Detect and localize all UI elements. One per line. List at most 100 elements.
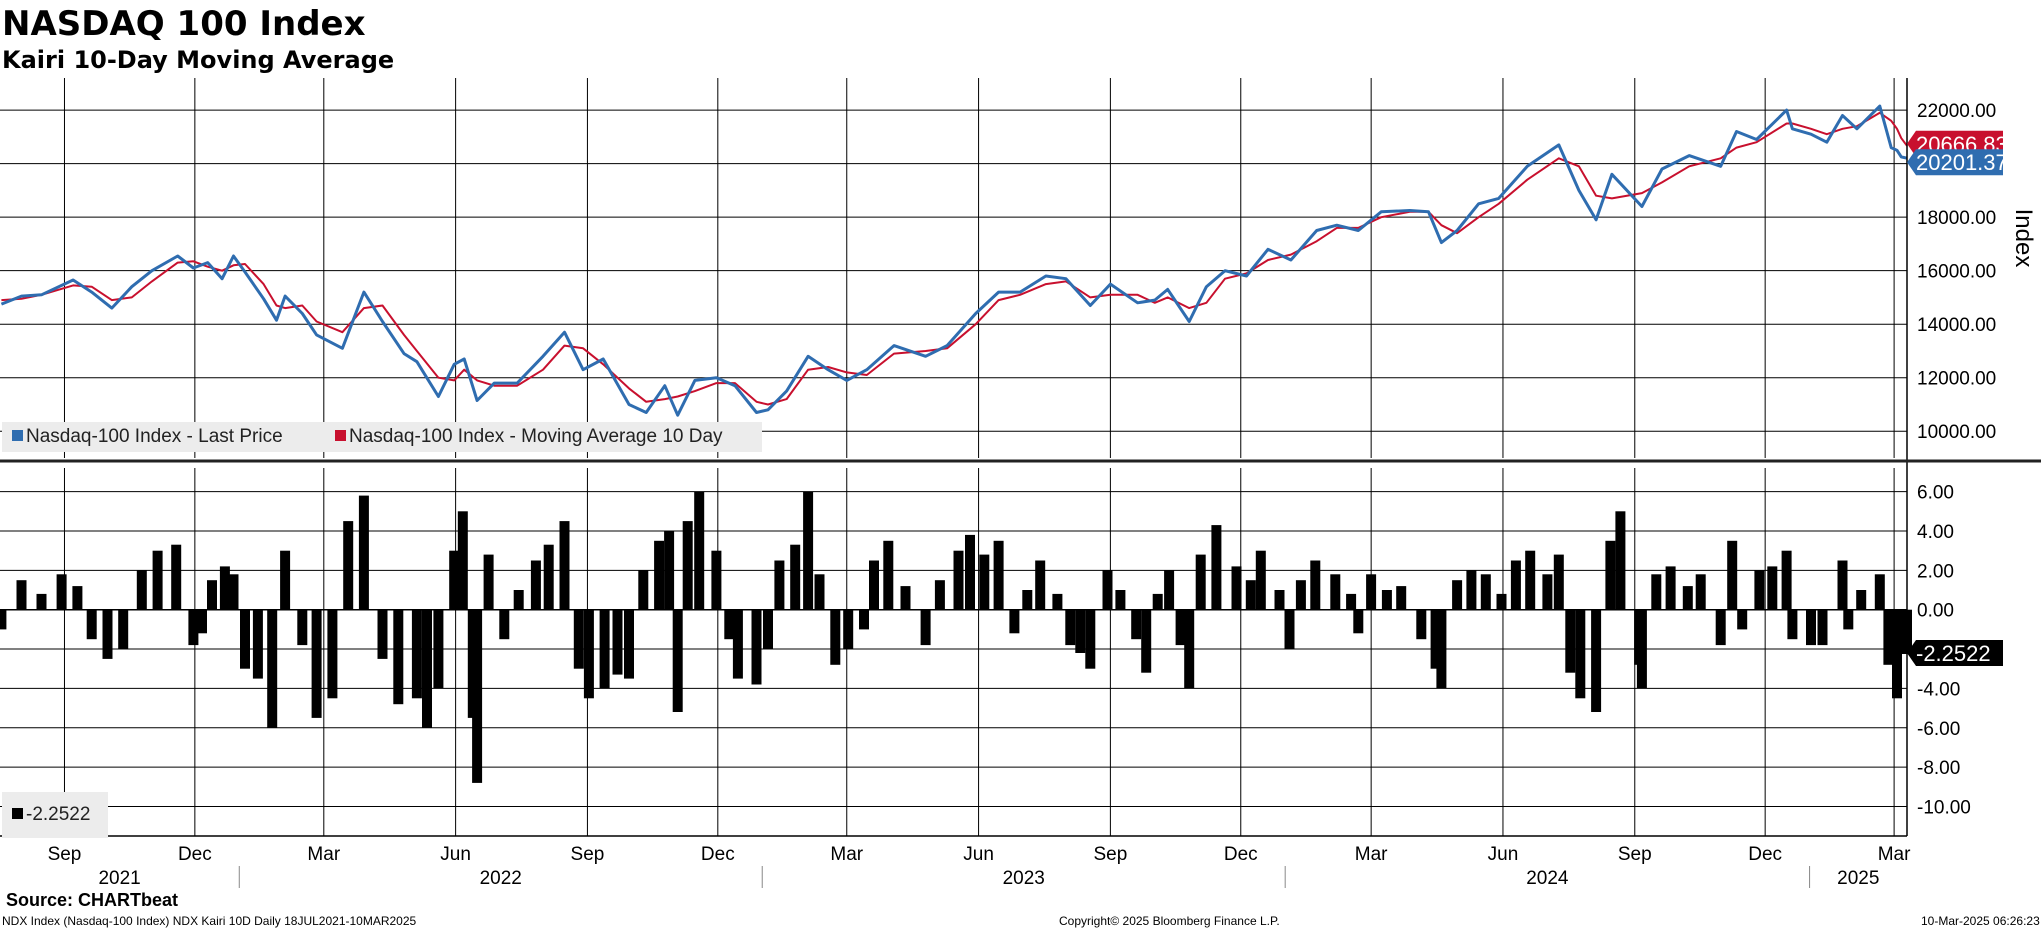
kairi-bar <box>197 609 207 634</box>
kairi-bar <box>1480 574 1491 610</box>
kairi-bar <box>1075 609 1086 653</box>
kairi-bar <box>219 566 230 610</box>
kairi-bar <box>1737 609 1748 630</box>
x-tick-label: Mar <box>1878 844 1911 865</box>
kairi-bar <box>36 593 47 610</box>
chart-canvas: Sep Dec Mar Jun Sep Dec Mar Jun Sep Dec Mar Jun Sep D… <box>0 78 2041 889</box>
x-tick-label: Jun <box>1488 844 1519 865</box>
kairi-bar <box>1695 574 1706 610</box>
x-tick-label: Sep <box>1093 844 1127 865</box>
kairi-bar <box>393 609 404 705</box>
x-tick-label: Sep <box>48 844 82 865</box>
last-price-tag: 20201.37 <box>1907 149 2008 176</box>
kairi-bar <box>1284 609 1295 650</box>
kairi-bar <box>483 554 494 610</box>
grid-lines <box>0 78 1907 836</box>
price-y-tick: 14000.00 <box>1917 315 1996 336</box>
kairi-bar <box>732 609 743 679</box>
kairi-bar <box>1366 574 1377 610</box>
kairi-bar <box>1102 570 1113 610</box>
footer-copyright: Copyright© 2025 Bloomberg Finance L.P. <box>1059 914 1280 928</box>
kairi-bars <box>0 491 1912 783</box>
kairi-bar <box>1009 609 1020 634</box>
kairi-value-tag: -2.2522 <box>1907 640 2003 667</box>
kairi-bar <box>136 570 147 610</box>
x-year-label: 2023 <box>1003 868 1045 889</box>
kairi-bar <box>1806 609 1816 646</box>
kairi-bar <box>16 580 27 610</box>
kairi-bar <box>979 554 990 610</box>
legend-swatch-kairi <box>12 808 23 819</box>
kairi-bar <box>1330 574 1341 610</box>
kairi-bar <box>102 609 113 659</box>
kairi-bar <box>1353 609 1364 634</box>
kairi-bar <box>1565 609 1576 673</box>
kairi-y-tick: 2.00 <box>1917 561 1954 582</box>
kairi-bar <box>1781 550 1792 610</box>
kairi-bar <box>358 495 369 610</box>
x-tick-label: Jun <box>440 844 471 865</box>
kairi-bar <box>694 491 705 610</box>
legend-swatch-last-price <box>12 430 23 441</box>
kairi-legend: -2.2522 <box>2 792 108 838</box>
kairi-bar <box>900 586 911 610</box>
kairi-bar <box>1591 609 1602 712</box>
kairi-bar <box>965 534 975 610</box>
kairi-bar <box>1065 609 1076 646</box>
kairi-bar <box>1466 570 1477 610</box>
kairi-bar <box>763 609 773 650</box>
kairi-bar <box>1754 570 1765 610</box>
kairi-bar <box>343 521 354 610</box>
kairi-bar <box>1837 560 1848 610</box>
kairi-bar <box>267 609 278 728</box>
kairi-bar <box>1553 554 1564 610</box>
kairi-bar <box>252 609 263 679</box>
tick-labels: Sep Dec Mar Jun Sep Dec Mar Jun Sep Dec Mar Jun Sep D… <box>48 101 2037 889</box>
x-tick-label: Mar <box>1355 844 1388 865</box>
kairi-bar <box>559 521 570 610</box>
kairi-bar <box>72 586 83 610</box>
kairi-bar <box>672 609 683 712</box>
kairi-bar <box>1231 566 1242 610</box>
x-tick-label: Sep <box>1618 844 1652 865</box>
kairi-bar <box>513 590 524 610</box>
x-tick-label: Dec <box>1224 844 1258 865</box>
kairi-bar <box>472 609 483 783</box>
kairi-bar <box>654 540 665 610</box>
kairi-bar <box>1022 590 1033 610</box>
kairi-bar <box>422 609 432 728</box>
kairi-bar <box>530 560 541 610</box>
source-note: Source: CHARTbeat <box>6 890 179 910</box>
kairi-bar <box>751 609 762 685</box>
kairi-bar <box>1615 511 1626 610</box>
kairi-bar <box>1211 525 1222 610</box>
x-tick-label: Dec <box>178 844 212 865</box>
kairi-bar <box>1164 570 1175 610</box>
kairi-bar <box>1131 609 1142 640</box>
kairi-bar <box>790 544 801 610</box>
kairi-y-tick: -10.00 <box>1917 797 1971 818</box>
kairi-bar <box>433 609 444 689</box>
x-tick-label: Sep <box>571 844 605 865</box>
kairi-bar <box>803 491 814 610</box>
kairi-bar <box>1245 580 1256 610</box>
kairi-bar <box>188 609 199 646</box>
kairi-bar <box>152 550 163 610</box>
kairi-bar <box>457 511 468 610</box>
kairi-bar <box>624 609 634 679</box>
legend-swatch-moving-average <box>335 430 346 441</box>
legend-label-moving-average: Nasdaq-100 Index - Moving Average 10 Day <box>349 426 723 447</box>
kairi-bar <box>1295 580 1306 610</box>
kairi-bar <box>993 540 1004 610</box>
kairi-bar <box>1452 580 1463 610</box>
kairi-bar <box>869 560 879 610</box>
kairi-bar <box>228 574 239 610</box>
price-legend: Nasdaq-100 Index - Last Price Nasdaq-100… <box>2 422 762 452</box>
x-year-label: 2025 <box>1837 868 1879 889</box>
kairi-bar <box>774 560 785 610</box>
kairi-bar <box>1874 574 1885 610</box>
kairi-bar <box>118 609 129 650</box>
kairi-bar <box>1496 593 1507 610</box>
kairi-bar <box>711 550 722 610</box>
